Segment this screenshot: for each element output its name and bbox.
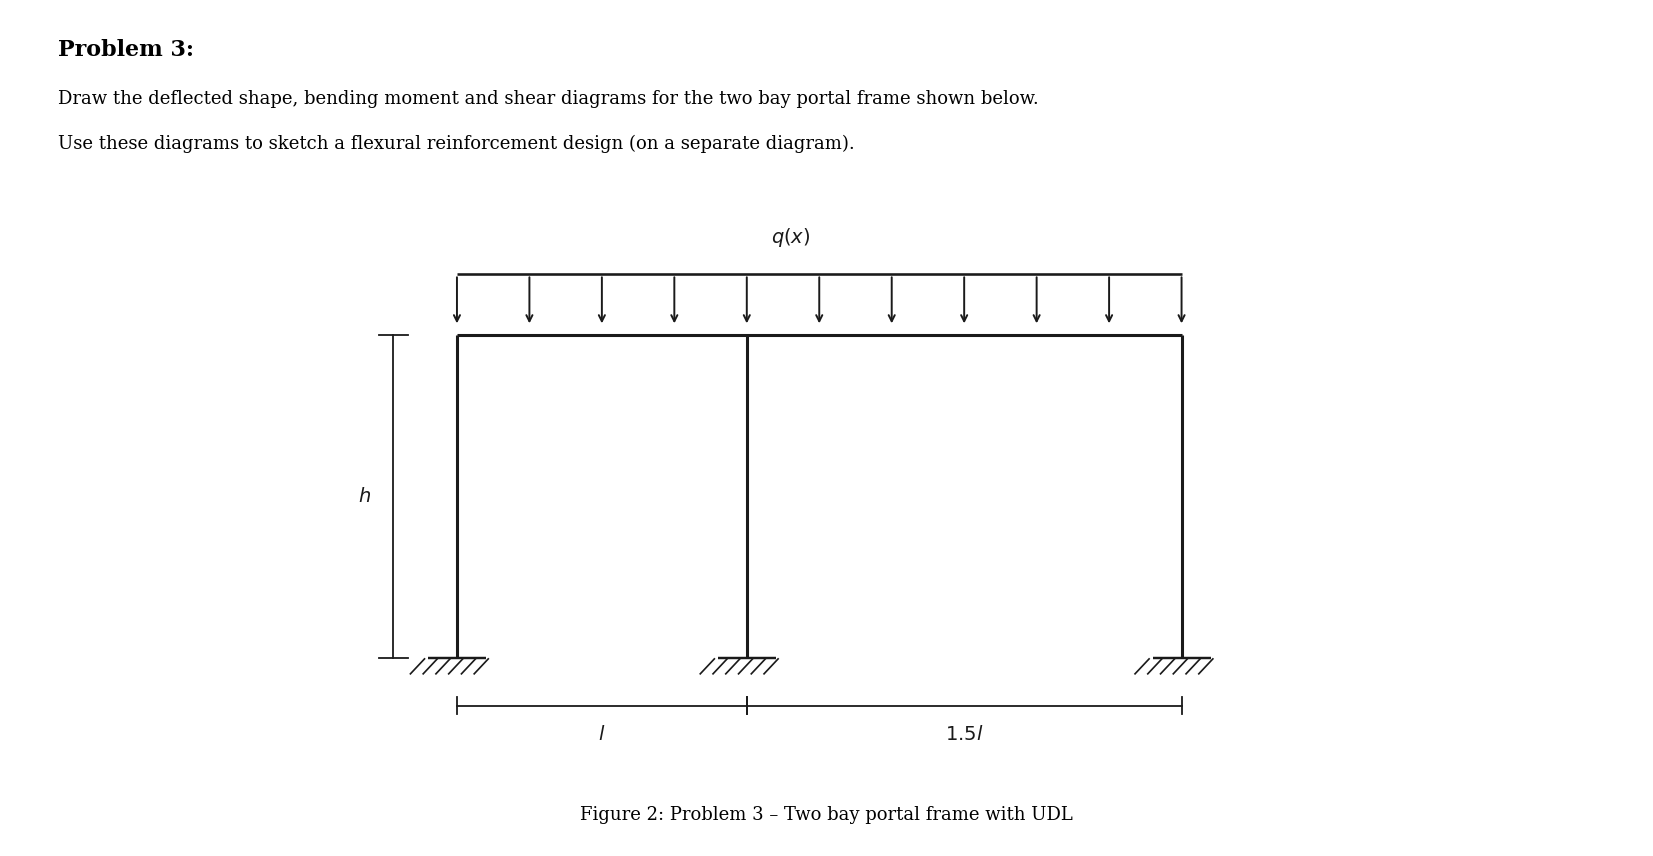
Text: $q(x)$: $q(x)$ xyxy=(770,226,810,248)
Text: Draw the deflected shape, bending moment and shear diagrams for the two bay port: Draw the deflected shape, bending moment… xyxy=(58,90,1038,108)
Text: $l$: $l$ xyxy=(598,725,605,744)
Text: Figure 2: Problem 3 – Two bay portal frame with UDL: Figure 2: Problem 3 – Two bay portal fra… xyxy=(580,805,1073,824)
Text: Use these diagrams to sketch a flexural reinforcement design (on a separate diag: Use these diagrams to sketch a flexural … xyxy=(58,134,855,152)
Text: Problem 3:: Problem 3: xyxy=(58,39,193,61)
Text: $1.5l$: $1.5l$ xyxy=(946,725,984,744)
Text: $h$: $h$ xyxy=(357,487,370,506)
